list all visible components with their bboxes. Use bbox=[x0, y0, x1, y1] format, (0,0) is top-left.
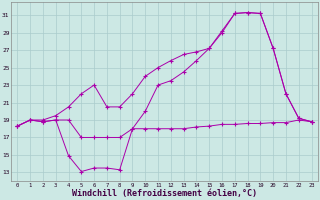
X-axis label: Windchill (Refroidissement éolien,°C): Windchill (Refroidissement éolien,°C) bbox=[72, 189, 257, 198]
